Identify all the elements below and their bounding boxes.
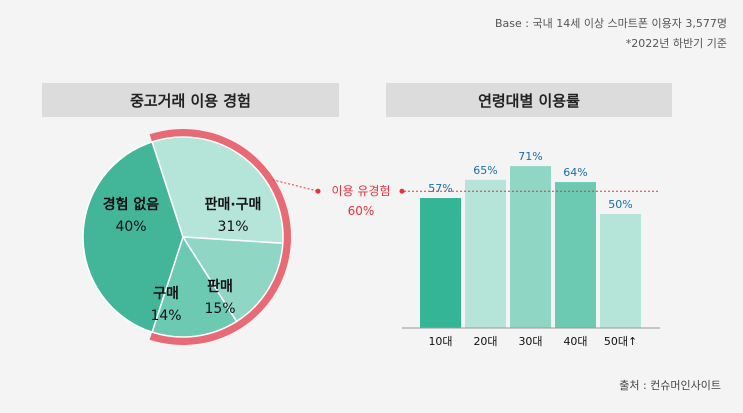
bar-1 (420, 198, 461, 328)
source-credit: 출처 : 컨슈머인사이트 (619, 379, 721, 392)
bar-value-label: 65% (473, 164, 497, 177)
bar-value-label: 50% (608, 198, 632, 211)
bar-3 (510, 166, 551, 328)
slice-buy (151, 235, 238, 338)
bar-value-label: 64% (563, 166, 587, 179)
bar-value-label: 57% (428, 182, 452, 195)
period-note: *2022년 하반기 기준 (625, 37, 727, 50)
base-note: Base : 국내 14세 이상 스마트폰 이용자 3,577명 (494, 17, 727, 30)
annotation-dot-left (315, 188, 321, 194)
bar-5 (600, 214, 641, 328)
pie-slice-label: 판매 (207, 279, 233, 295)
bar-value-label: 71% (518, 150, 542, 163)
bar-chart: 57% 10대 65% 20대 71% 30대 64% 40대 50% 50대↑ 이용 유경험 60% (272, 150, 660, 348)
pie-chart: 판매·구매 31% 판매 15% 구매 14% 경험 없음 40% (82, 129, 291, 345)
pie-slice-value-label: 40% (115, 219, 146, 235)
pie-slice-value-label: 15% (204, 301, 235, 317)
pie-slice-label: 판매·구매 (205, 197, 262, 213)
slice-sell (181, 236, 284, 323)
slice-sell-buy (151, 136, 284, 245)
slice-no-experience (82, 140, 184, 334)
bar-category-label: 20대 (473, 335, 497, 348)
annotation-value: 60% (348, 204, 375, 218)
bar-2 (465, 179, 506, 328)
bar-chart-title: 연령대별 이용률 (386, 83, 672, 117)
bar-category-label: 40대 (563, 335, 587, 348)
bar-category-label: 30대 (518, 335, 542, 348)
bar-4 (555, 182, 596, 328)
bar-category-label: 10대 (428, 335, 452, 348)
pie-slice-value-label: 31% (217, 219, 248, 235)
pie-slice-value-label: 14% (150, 308, 181, 324)
pie-slice-label: 경험 없음 (103, 196, 160, 213)
pie-chart-title: 중고거래 이용 경험 (42, 83, 339, 117)
annotation-dot-right (399, 188, 405, 194)
bar-category-label: 50대↑ (604, 335, 637, 348)
annotation-label: 이용 유경험 (331, 184, 390, 198)
pie-slice-label: 구매 (153, 286, 179, 302)
